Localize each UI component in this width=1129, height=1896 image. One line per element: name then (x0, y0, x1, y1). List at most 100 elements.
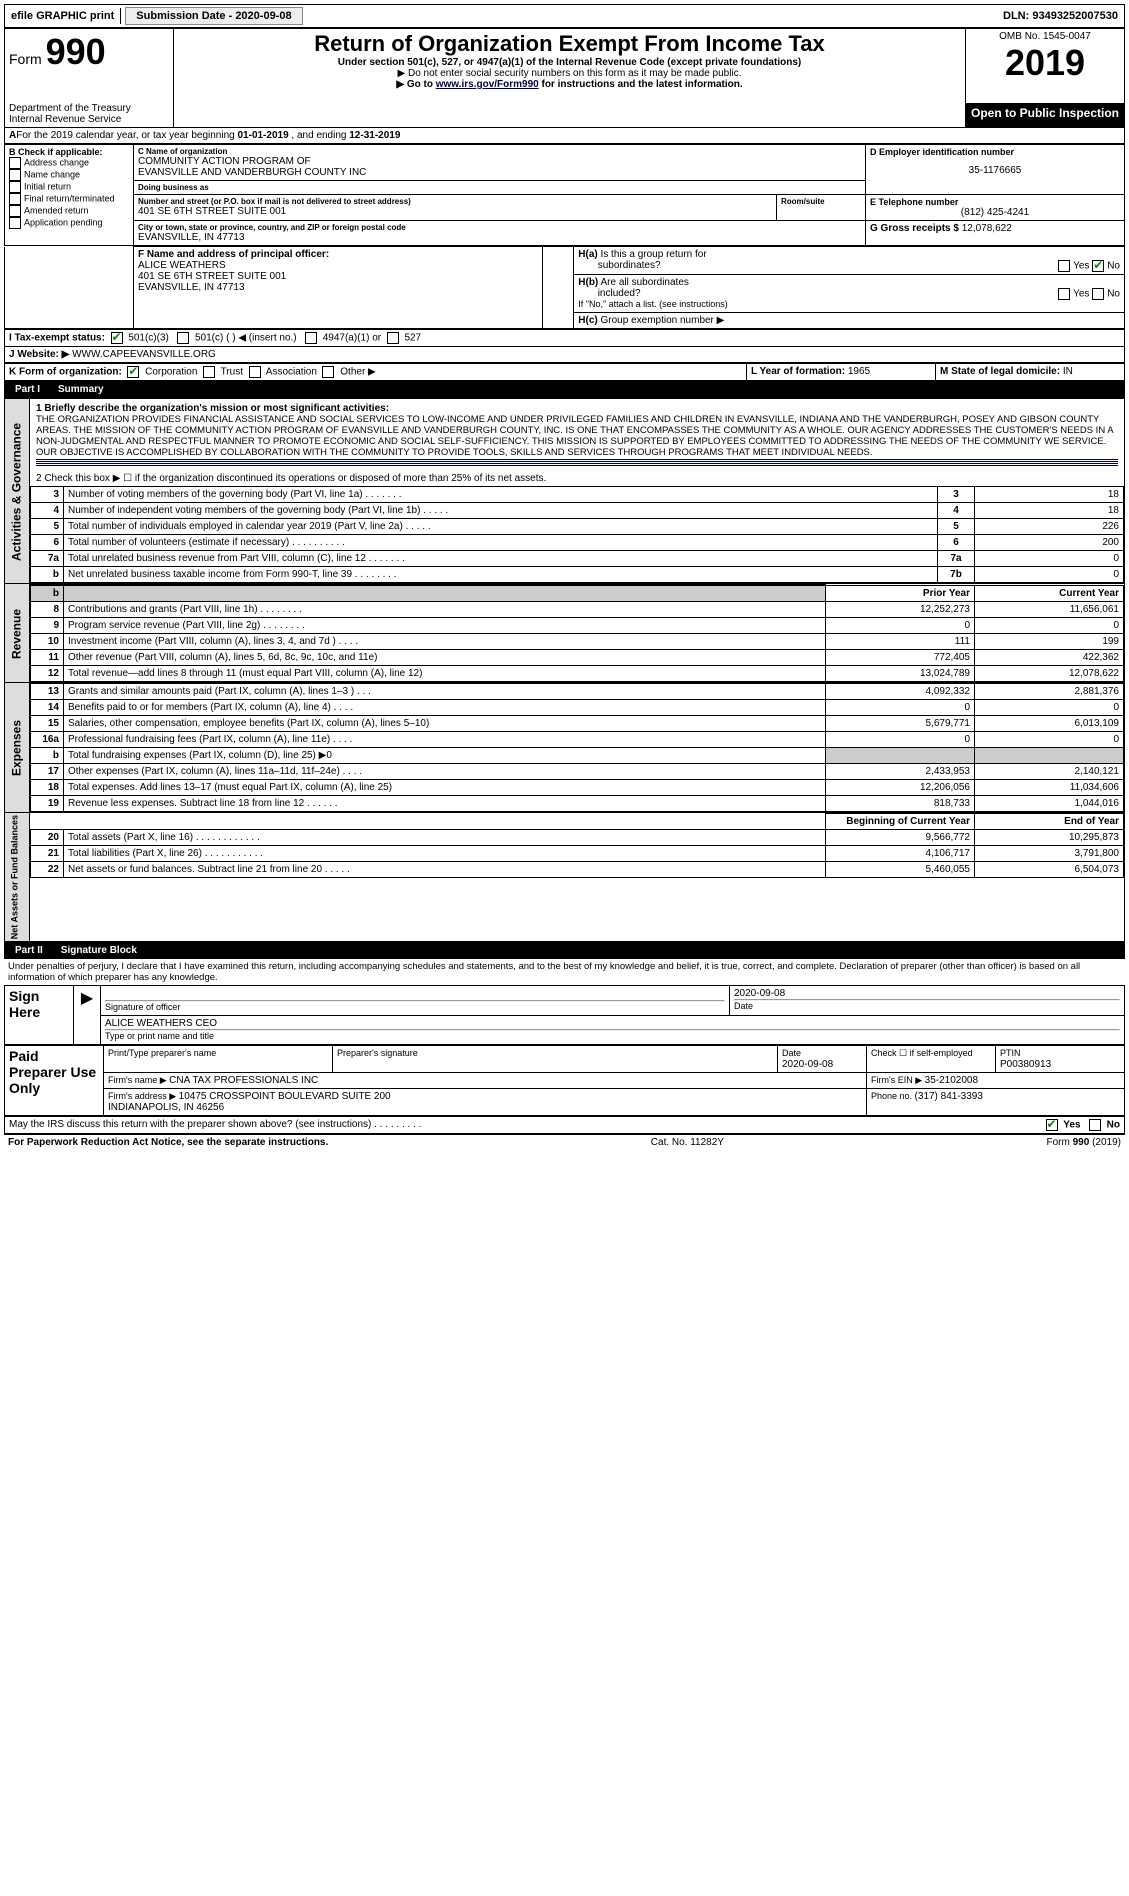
i-527[interactable] (387, 332, 399, 344)
discuss-no[interactable] (1089, 1119, 1101, 1131)
col-boy: Beginning of Current Year (826, 814, 975, 830)
paid-preparer-label: Paid Preparer Use Only (5, 1046, 104, 1116)
discuss-text: May the IRS discuss this return with the… (9, 1119, 421, 1130)
vtab-governance: Activities & Governance (5, 399, 30, 584)
part1-header: Part I Summary (4, 381, 1125, 398)
prep-date-label: Date (782, 1048, 801, 1058)
sign-here-block: Sign Here ▶ Signature of officer 2020-09… (4, 985, 1125, 1045)
org-name: COMMUNITY ACTION PROGRAM OF EVANSVILLE A… (138, 156, 861, 178)
table-row: 20Total assets (Part X, line 16) . . . .… (31, 830, 1124, 846)
hb-yes[interactable] (1058, 288, 1070, 300)
i-501c3[interactable] (111, 332, 123, 344)
table-row: 3Number of voting members of the governi… (31, 487, 1124, 503)
year-formation: 1965 (848, 366, 870, 377)
officer-name-title: ALICE WEATHERS CEO (105, 1018, 1120, 1029)
ptin-label: PTIN (1000, 1048, 1021, 1058)
i-4947[interactable] (305, 332, 317, 344)
netassets-lines: Beginning of Current Year End of Year 20… (30, 813, 1124, 878)
dept-treasury: Department of the Treasury Internal Reve… (9, 103, 169, 125)
section-a: AFor the 2019 calendar year, or tax year… (4, 128, 1125, 144)
form-note-2: ▶ Go to www.irs.gov/Form990 for instruct… (178, 79, 961, 90)
checkbox-application-pending[interactable] (9, 217, 21, 229)
submission-date-button[interactable]: Submission Date - 2020-09-08 (125, 7, 302, 25)
i-501c[interactable] (177, 332, 189, 344)
table-row: 16aProfessional fundraising fees (Part I… (31, 732, 1124, 748)
gross-receipts: G Gross receipts $ 12,078,622 (866, 221, 1125, 246)
checkbox-amended-return[interactable] (9, 205, 21, 217)
ptin: P00380913 (1000, 1059, 1051, 1070)
ha-label: H(a) Is this a group return for subordin… (578, 249, 706, 271)
hc-label: H(c) Group exemption number ▶ (574, 313, 1125, 329)
table-row: 5Total number of individuals employed in… (31, 519, 1124, 535)
i-label: I Tax-exempt status: (9, 333, 105, 344)
table-row: 18Total expenses. Add lines 13–17 (must … (31, 780, 1124, 796)
footer-left: For Paperwork Reduction Act Notice, see … (8, 1137, 328, 1148)
checkbox-initial-return[interactable] (9, 181, 21, 193)
k-assoc[interactable] (249, 366, 261, 378)
table-row: 21Total liabilities (Part X, line 26) . … (31, 846, 1124, 862)
table-row: 11Other revenue (Part VIII, column (A), … (31, 650, 1124, 666)
part2-header: Part II Signature Block (4, 942, 1125, 959)
website[interactable]: WWW.CAPEEVANSVILLE.ORG (72, 349, 216, 360)
form-title: Return of Organization Exempt From Incom… (178, 31, 961, 57)
org-info-block: B Check if applicable: Address change Na… (4, 144, 1125, 246)
penalties-text: Under penalties of perjury, I declare th… (4, 959, 1125, 985)
checkbox-final-return[interactable] (9, 193, 21, 205)
table-row: 4Number of independent voting members of… (31, 503, 1124, 519)
officer-name-label: Type or print name and title (105, 1031, 214, 1041)
k-corp[interactable] (127, 366, 139, 378)
hb-label: H(b) Are all subordinates included? (578, 277, 689, 299)
c-name-label: C Name of organization (138, 147, 861, 156)
expense-lines: 13Grants and similar amounts paid (Part … (30, 683, 1124, 812)
hb-no[interactable] (1092, 288, 1104, 300)
k-other[interactable] (322, 366, 334, 378)
table-row: 22Net assets or fund balances. Subtract … (31, 862, 1124, 878)
dln: DLN: 93493252007530 (997, 8, 1124, 24)
firm-name-label: Firm's name ▶ (108, 1075, 169, 1085)
irs-link[interactable]: www.irs.gov/Form990 (436, 79, 539, 90)
efile-label: efile GRAPHIC print (5, 8, 121, 24)
discuss-block: May the IRS discuss this return with the… (4, 1116, 1125, 1134)
section-b: B Check if applicable: Address change Na… (5, 145, 134, 246)
col-prior-year: Prior Year (826, 585, 975, 602)
open-to-public: Open to Public Inspection (966, 103, 1125, 127)
firm-phone: (317) 841-3393 (915, 1091, 983, 1102)
table-row: bNet unrelated business taxable income f… (31, 567, 1124, 583)
line2: 2 Check this box ▶ ☐ if the organization… (30, 471, 1124, 486)
vtab-netassets: Net Assets or Fund Balances (5, 813, 30, 942)
table-row: 19Revenue less expenses. Subtract line 1… (31, 796, 1124, 812)
page-footer: For Paperwork Reduction Act Notice, see … (4, 1134, 1125, 1150)
table-row: 6Total number of volunteers (estimate if… (31, 535, 1124, 551)
self-employed: Check ☐ if self-employed (871, 1048, 973, 1058)
governance-lines: 3Number of voting members of the governi… (30, 486, 1124, 583)
firm-ein-label: Firm's EIN ▶ (871, 1075, 925, 1085)
footer-mid: Cat. No. 11282Y (651, 1137, 724, 1148)
form-header: Form 990 Department of the Treasury Inte… (4, 28, 1125, 128)
ha-yes[interactable] (1058, 260, 1070, 272)
tax-year: 2019 (970, 42, 1120, 84)
prep-sig-label: Preparer's signature (337, 1048, 418, 1058)
paid-preparer-block: Paid Preparer Use Only Print/Type prepar… (4, 1045, 1125, 1116)
table-row: 14Benefits paid to or for members (Part … (31, 700, 1124, 716)
mission-text: THE ORGANIZATION PROVIDES FINANCIAL ASSI… (36, 414, 1113, 458)
firm-name: CNA TAX PROFESSIONALS INC (169, 1075, 318, 1086)
sig-officer-label: Signature of officer (105, 1002, 180, 1012)
table-row: 13Grants and similar amounts paid (Part … (31, 684, 1124, 700)
ha-no[interactable] (1092, 260, 1104, 272)
firm-phone-label: Phone no. (871, 1091, 915, 1101)
telephone: (812) 425-4241 (870, 207, 1120, 218)
form-subtitle: Under section 501(c), 527, or 4947(a)(1)… (178, 57, 961, 68)
table-row: 15Salaries, other compensation, employee… (31, 716, 1124, 732)
ein: 35-1176665 (870, 157, 1120, 184)
vtab-expenses: Expenses (5, 683, 30, 813)
checkbox-name-change[interactable] (9, 169, 21, 181)
city: EVANSVILLE, IN 47713 (138, 232, 861, 243)
k-trust[interactable] (203, 366, 215, 378)
j-label: J Website: ▶ (9, 349, 69, 360)
firm-addr-label: Firm's address ▶ (108, 1091, 179, 1101)
status-website-block: I Tax-exempt status: 501(c)(3) 501(c) ( … (4, 329, 1125, 363)
revenue-lines: b Prior Year Current Year 8Contributions… (30, 584, 1124, 682)
checkbox-address-change[interactable] (9, 157, 21, 169)
discuss-yes[interactable] (1046, 1119, 1058, 1131)
table-row: 8Contributions and grants (Part VIII, li… (31, 602, 1124, 618)
